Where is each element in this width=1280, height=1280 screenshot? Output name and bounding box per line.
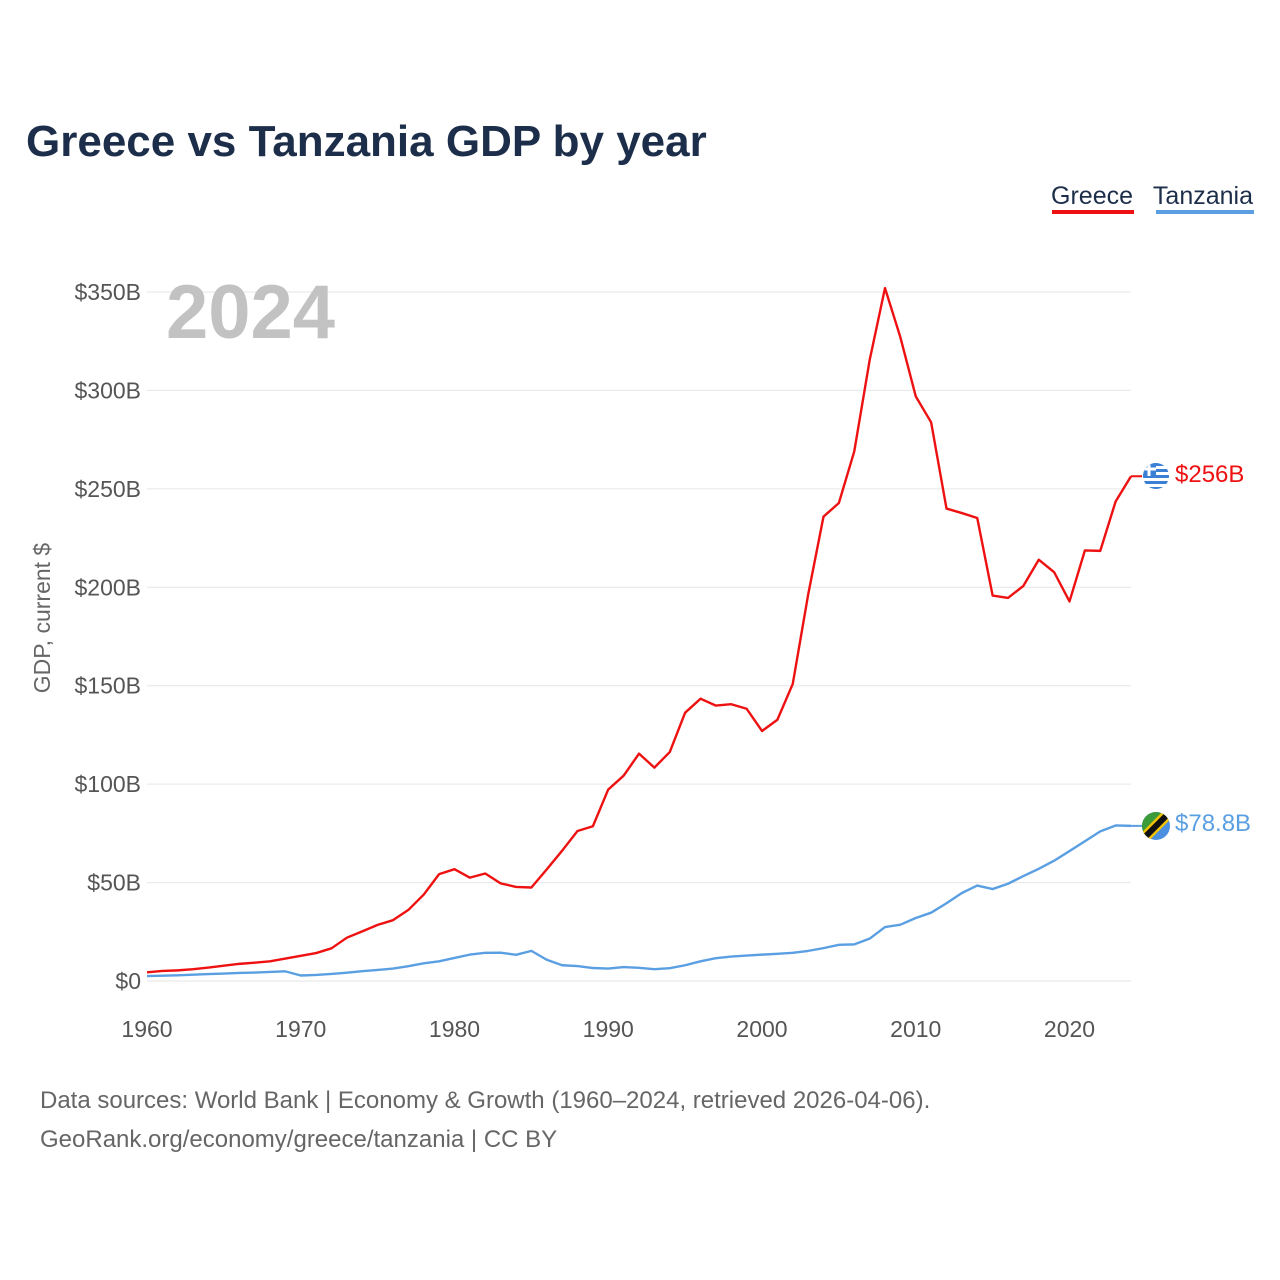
series-line-tanzania	[146, 824, 1132, 978]
gridlines	[147, 291, 1131, 982]
legend-swatch-greece	[1052, 210, 1134, 214]
tanzania-flag-icon	[1142, 812, 1170, 840]
x-tick-label: 2000	[736, 1016, 787, 1042]
source-url: GeoRank.org/economy/greece/tanzania | CC…	[40, 1126, 557, 1153]
series	[146, 286, 1142, 978]
legend-label-tanzania: Tanzania	[1153, 182, 1253, 210]
x-tick-label: 2010	[890, 1016, 941, 1042]
x-axis-ticks: 1960 1970 1980 1990 2000 2010 2020	[121, 1016, 1095, 1042]
x-tick-label: 1970	[275, 1016, 326, 1042]
legend-label-greece: Greece	[1051, 182, 1133, 210]
x-tick-label: 1960	[121, 1016, 172, 1042]
y-axis-ticks: $0 $50B $100B $150B $200B $250B $300B $350B	[74, 279, 141, 994]
end-label-greece: $256B	[1175, 461, 1244, 488]
y-tick-label: $100B	[74, 771, 141, 797]
y-tick-label: $0	[115, 968, 141, 994]
y-tick-label: $250B	[74, 476, 141, 502]
y-tick-label: $300B	[74, 377, 141, 403]
x-tick-label: 2020	[1044, 1016, 1095, 1042]
x-tick-label: 1980	[429, 1016, 480, 1042]
y-tick-label: $50B	[87, 870, 141, 896]
y-tick-label: $350B	[74, 279, 141, 305]
source-text: Data sources: World Bank | Economy & Gro…	[40, 1087, 930, 1114]
series-line-greece	[146, 286, 1133, 974]
chart-title: Greece vs Tanzania GDP by year	[26, 117, 707, 166]
greece-flag-icon	[1143, 463, 1169, 489]
y-tick-label: $150B	[74, 673, 141, 699]
y-tick-label: $200B	[74, 574, 141, 600]
legend: Greece Tanzania	[1051, 182, 1254, 214]
end-label-tanzania: $78.8B	[1175, 810, 1251, 837]
year-watermark: 2024	[166, 270, 335, 355]
y-axis-label: GDP, current $	[29, 543, 55, 694]
legend-swatch-tanzania	[1156, 210, 1254, 214]
x-tick-label: 1990	[583, 1016, 634, 1042]
